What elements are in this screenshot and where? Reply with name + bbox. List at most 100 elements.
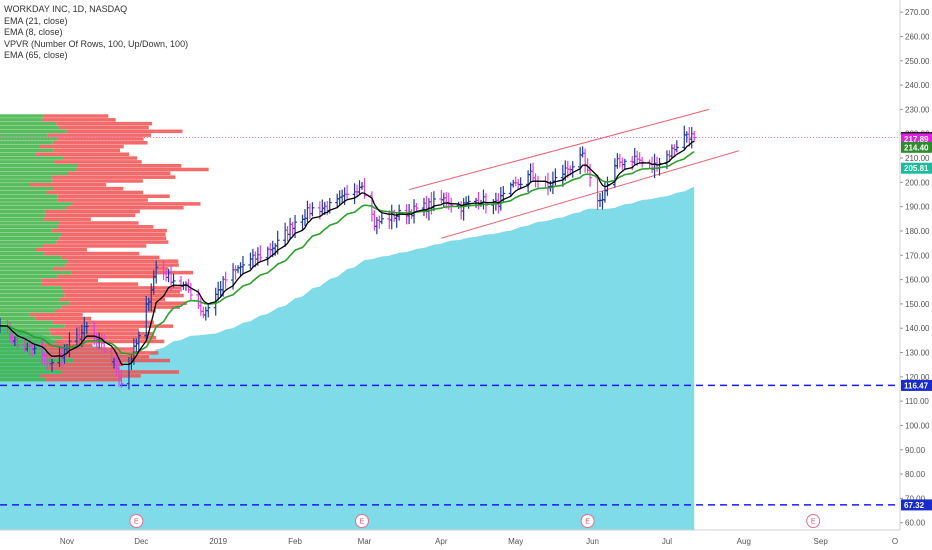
y-tick-label: 200.00 xyxy=(905,178,930,187)
ohlc-bar xyxy=(119,369,124,388)
ohlc-bar xyxy=(188,282,193,301)
vpvr-down-row xyxy=(57,137,144,141)
earnings-label: E xyxy=(360,519,365,526)
vpvr-up-row xyxy=(0,209,45,214)
vpvr-up-row xyxy=(0,354,48,359)
price-tag: 214.40 xyxy=(901,141,932,153)
vpvr-up-row xyxy=(0,114,44,118)
ohlc-bar xyxy=(531,162,536,182)
ohlc-bar xyxy=(545,172,550,196)
earnings-marker[interactable]: E xyxy=(354,514,369,528)
price-tag: 67.32 xyxy=(901,499,932,511)
vpvr-down-row xyxy=(29,312,83,317)
vpvr-down-row xyxy=(41,282,139,286)
ohlc-bar xyxy=(652,153,657,178)
ohlc-bar xyxy=(283,222,288,247)
ohlc-bar xyxy=(305,200,310,223)
ohlc-bar xyxy=(617,153,622,168)
vpvr-down-row xyxy=(52,267,169,271)
ema65-area-path xyxy=(0,186,695,530)
vpvr-down-row xyxy=(56,121,153,126)
ohlc-bar xyxy=(439,190,444,204)
vpvr-up-row xyxy=(0,232,62,237)
ohlc-bar xyxy=(288,217,293,241)
ohlc-bar xyxy=(528,163,533,182)
vpvr-up-row xyxy=(0,339,56,344)
ohlc-bar xyxy=(578,147,583,175)
ohlc-bar xyxy=(518,177,523,189)
ohlc-bar xyxy=(498,187,503,211)
vpvr-down-row xyxy=(48,351,159,355)
vpvr-down-row xyxy=(52,320,154,325)
vpvr-up-row xyxy=(0,305,62,309)
ohlc-bar xyxy=(302,209,307,226)
vpvr-up-row xyxy=(0,374,41,378)
vpvr-down-row xyxy=(52,141,148,145)
earnings-circle xyxy=(580,514,595,528)
y-tick-label: 60.00 xyxy=(905,519,926,528)
vpvr-down-row xyxy=(46,190,144,195)
earnings-marker[interactable]: E xyxy=(129,514,144,528)
vpvr-down-row xyxy=(61,232,166,237)
y-tick-label: 160.00 xyxy=(905,276,930,285)
earnings-marker[interactable]: E xyxy=(806,514,821,528)
y-tick-label: 230.00 xyxy=(905,105,930,114)
vpvr-down-row xyxy=(51,228,167,233)
vpvr-up-row xyxy=(0,179,53,183)
y-tick-label: 100.00 xyxy=(905,421,930,430)
vpvr-down-row xyxy=(55,309,156,313)
vpvr-up-row xyxy=(0,282,42,286)
ohlc-bar xyxy=(345,185,350,201)
earnings-marker[interactable]: E xyxy=(580,514,595,528)
vpvr-down-row xyxy=(59,221,139,225)
vpvr-up-row xyxy=(0,255,62,260)
ohlc-bar xyxy=(692,130,697,142)
vpvr-down-row xyxy=(52,179,143,183)
vpvr-down-row xyxy=(29,183,107,187)
ohlc-bar xyxy=(154,260,159,284)
ohlc-bar xyxy=(588,163,593,187)
vpvr-down-row xyxy=(69,301,187,305)
ohlc-bar xyxy=(461,198,466,221)
chart-legend: WORKDAY INC, 1D, NASDAQ EMA (21, close) … xyxy=(4,4,188,62)
vpvr-down-row xyxy=(46,366,120,370)
vpvr-up-row xyxy=(0,263,66,267)
vpvr-down-row xyxy=(43,217,91,221)
legend-ema21[interactable]: EMA (21, close) xyxy=(4,15,68,26)
ohlc-bar xyxy=(50,358,55,372)
legend-vpvr[interactable]: VPVR (Number Of Rows, 100, Up/Down, 100) xyxy=(4,38,189,49)
vpvr-up-row xyxy=(0,144,40,149)
vpvr-down-row xyxy=(71,270,194,275)
price-tag-label: 217.89 xyxy=(904,135,929,144)
ema65-area xyxy=(0,186,695,530)
vpvr-down-row xyxy=(59,236,167,241)
ema21-line xyxy=(0,151,695,356)
vpvr-up-row xyxy=(0,377,46,382)
vpvr-up-row xyxy=(0,163,77,168)
vpvr-up-row xyxy=(0,293,65,298)
vpvr-up-row xyxy=(0,251,45,256)
legend-ema8[interactable]: EMA (8, close) xyxy=(4,27,63,37)
ohlc-bar xyxy=(300,214,305,231)
vpvr-down-row xyxy=(57,198,148,202)
vpvr-up-row xyxy=(0,133,48,137)
vpvr-up-row xyxy=(0,290,64,294)
vpvr-down-row xyxy=(47,133,151,137)
ohlc-bar xyxy=(32,343,37,355)
ohlc-bar xyxy=(203,306,208,321)
vpvr-up-row xyxy=(0,370,62,374)
ohlc-bar xyxy=(198,297,203,316)
vpvr-down-row xyxy=(35,316,92,321)
channel-lower-line xyxy=(441,150,739,239)
vpvr-up-row xyxy=(0,259,68,263)
ohlc-bar xyxy=(15,334,20,349)
vpvr-up-row xyxy=(0,125,59,130)
ohlc-bar xyxy=(583,148,588,173)
legend-ema65[interactable]: EMA (65, close) xyxy=(4,50,68,60)
vpvr-up-row xyxy=(0,240,57,244)
ohlc-bar xyxy=(441,192,446,208)
overlay-lines xyxy=(0,108,900,506)
